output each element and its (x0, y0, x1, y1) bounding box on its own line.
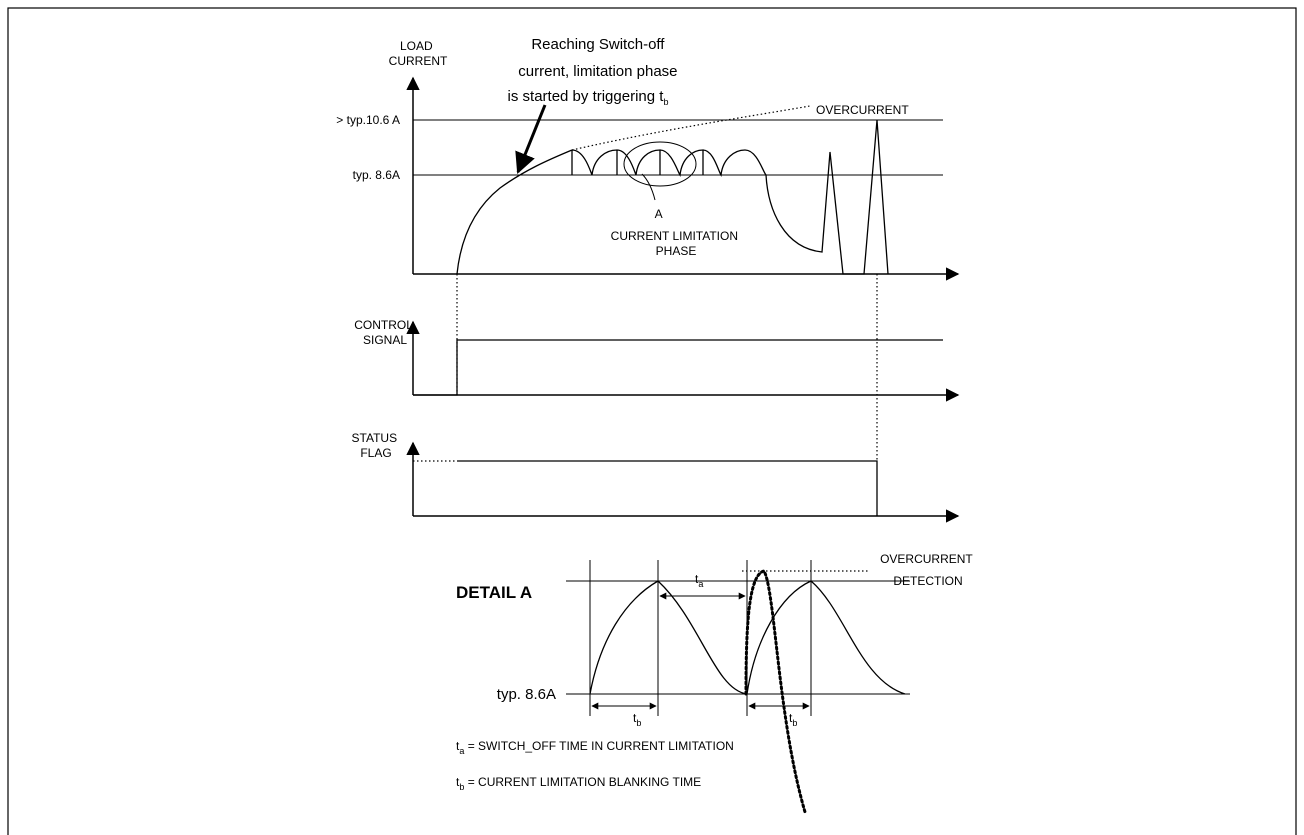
switch-off-note-line3: is started by triggering t (508, 88, 665, 105)
status-label-line2: FLAG (360, 446, 391, 460)
overcurrent-detection-label: OVERCURRENT DETECTION (880, 552, 976, 588)
switch-off-note: Reaching Switch-off current, limitation … (508, 36, 682, 107)
ta-label: ta (695, 572, 703, 589)
level-low-label: typ. 8.6A (353, 168, 400, 182)
control-signal-axis-label: CONTROL SIGNAL (354, 318, 416, 347)
status-flag-panel: STATUS FLAG (352, 431, 960, 523)
tb-label-1: tb (633, 711, 641, 728)
detail-a-title: DETAIL A (456, 583, 532, 602)
load-current-axis-label: LOAD CURRENT (389, 39, 448, 68)
limitation-ripple-curve (571, 149, 767, 177)
status-flag-axis-label: STATUS FLAG (352, 431, 401, 460)
control-label-line1: CONTROL (354, 318, 413, 332)
unlimited-current-dotted-curve (571, 105, 811, 151)
detail-a-leader (641, 173, 656, 201)
switch-off-note-line1: Reaching Switch-off (531, 36, 665, 53)
detail-a-ellipse (623, 141, 697, 187)
detection-label-line2: DETECTION (893, 574, 962, 588)
phase-label-line3: PHASE (656, 244, 697, 258)
status-flag-trace (457, 460, 878, 516)
control-signal-trace (413, 339, 943, 396)
figure-frame (7, 7, 1297, 835)
detail-a-panel: DETAIL A typ. 8.6A OVERCURRENT DETECTION… (456, 552, 976, 814)
detection-label-line1: OVERCURRENT (880, 552, 973, 566)
phase-label-line2: CURRENT LIMITATION (611, 229, 738, 243)
switch-off-note-arrow (515, 104, 547, 174)
load-current-drop-and-spikes (765, 119, 889, 275)
phase-label-line1: A (655, 207, 663, 221)
load-current-label-line1: LOAD (400, 39, 433, 53)
load-current-label-line2: CURRENT (389, 54, 448, 68)
load-current-rise-curve (456, 149, 573, 275)
legend: ta = SWITCH_OFF TIME IN CURRENT LIMITATI… (456, 739, 734, 792)
load-current-panel: LOAD CURRENT > typ.10.6 A typ. 8.6A A CU… (336, 36, 960, 281)
legend-tb: tb = CURRENT LIMITATION BLANKING TIME (456, 775, 701, 792)
phase-label: A CURRENT LIMITATION PHASE (611, 207, 742, 258)
control-signal-panel: CONTROL SIGNAL (354, 318, 960, 402)
control-label-line2: SIGNAL (363, 333, 407, 347)
overcurrent-spike-dotted (744, 569, 807, 814)
tb-label-2: tb (789, 711, 797, 728)
overcurrent-label: OVERCURRENT (816, 103, 909, 117)
detail-level-low-label: typ. 8.6A (497, 686, 556, 703)
level-high-label: > typ.10.6 A (336, 113, 400, 127)
status-label-line1: STATUS (352, 431, 398, 445)
switch-off-note-sub: b (663, 97, 668, 107)
legend-ta: ta = SWITCH_OFF TIME IN CURRENT LIMITATI… (456, 739, 734, 756)
switch-off-note-line2: current, limitation phase (518, 63, 677, 80)
